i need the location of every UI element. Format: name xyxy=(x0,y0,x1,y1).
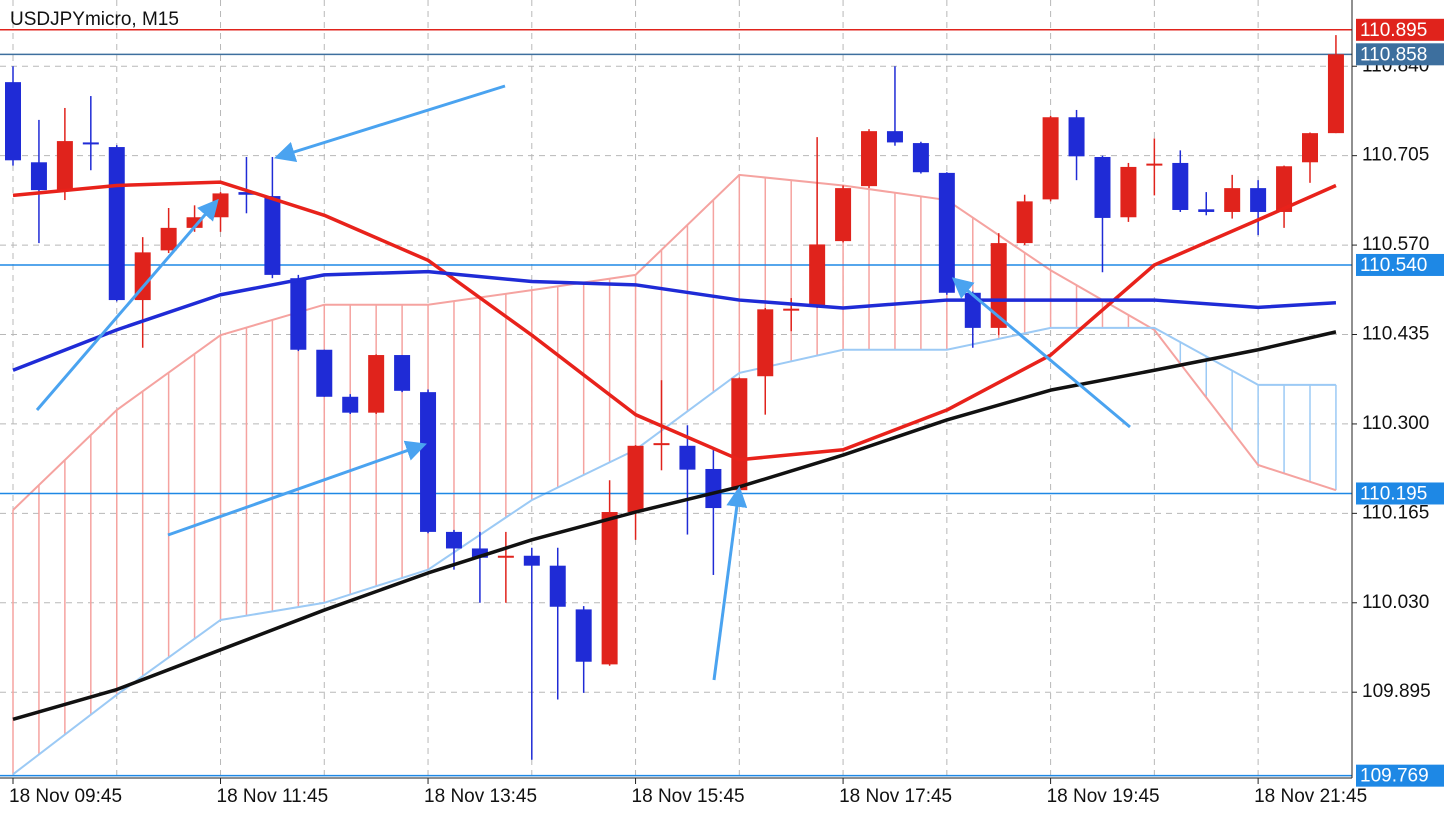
x-tick-label: 18 Nov 09:45 xyxy=(9,786,122,807)
candle-body xyxy=(783,308,800,311)
candle-body xyxy=(160,227,177,251)
cloud-span xyxy=(12,173,1337,511)
candle-body xyxy=(1302,133,1318,163)
candle-body xyxy=(134,252,151,301)
arrow xyxy=(273,84,506,163)
candle-body xyxy=(912,143,929,173)
candle-body xyxy=(1094,156,1111,218)
x-tick-label: 18 Nov 19:45 xyxy=(1047,786,1160,807)
cloud-span xyxy=(12,326,1336,776)
candle-body xyxy=(56,141,73,191)
candle-body xyxy=(938,172,955,293)
y-tick-label: 110.435 xyxy=(1362,324,1429,345)
candle-body xyxy=(731,378,748,491)
arrow xyxy=(712,485,748,681)
x-tick-label: 18 Nov 21:45 xyxy=(1254,786,1367,807)
candle-body xyxy=(1042,117,1059,200)
candle-body xyxy=(1276,166,1293,212)
candle-body xyxy=(575,609,592,662)
y-tick-label: 110.165 xyxy=(1362,502,1429,523)
candle-body xyxy=(1068,117,1085,157)
candle-body xyxy=(108,147,125,301)
candle-body xyxy=(30,162,47,191)
x-tick-label: 18 Nov 15:45 xyxy=(632,786,745,807)
y-tick-label: 110.705 xyxy=(1362,145,1429,166)
price-label: 110.195 xyxy=(1360,483,1427,504)
candle-body xyxy=(497,555,514,558)
price-label: 110.540 xyxy=(1360,255,1427,276)
price-label-box xyxy=(1356,253,1444,276)
candle-body xyxy=(809,244,826,307)
candle-body xyxy=(316,349,333,397)
moving-average xyxy=(12,269,1337,372)
y-tick-label: 109.895 xyxy=(1362,681,1431,702)
plot: 110.840110.705110.570110.435110.300110.1… xyxy=(0,0,1431,807)
candle-body xyxy=(394,355,411,391)
candle-body xyxy=(1120,166,1137,218)
candle-body xyxy=(238,192,255,195)
candle-body xyxy=(601,512,618,665)
price-label: 110.895 xyxy=(1360,20,1427,41)
candle-body xyxy=(368,355,385,413)
candle-body xyxy=(1224,188,1241,212)
candle-body xyxy=(861,131,878,187)
arrow xyxy=(951,277,1131,429)
candle-body xyxy=(82,142,99,145)
candle-body xyxy=(549,565,566,607)
candle-body xyxy=(1250,188,1267,212)
price-label-box xyxy=(1356,482,1444,505)
candle-body xyxy=(342,396,359,413)
candle-body xyxy=(1016,201,1033,244)
candle-body xyxy=(757,309,774,377)
candle-body xyxy=(679,445,696,470)
candle-body xyxy=(264,196,281,275)
candle-body xyxy=(1172,162,1189,210)
candle-body xyxy=(445,531,462,549)
arrows xyxy=(35,84,1131,681)
price-label-box xyxy=(1356,18,1444,41)
price-label-box xyxy=(1356,764,1444,787)
arrow xyxy=(35,198,219,411)
moving-average xyxy=(12,330,1337,722)
candle-body xyxy=(1146,163,1163,166)
candle-body xyxy=(523,555,540,566)
candle-body xyxy=(186,217,203,228)
candle-body xyxy=(835,188,852,242)
candle-body xyxy=(886,131,903,143)
y-tick-label: 110.570 xyxy=(1362,234,1429,255)
y-tick-label: 110.030 xyxy=(1362,592,1429,613)
candle-body xyxy=(290,278,307,350)
x-tick-label: 18 Nov 11:45 xyxy=(217,786,329,807)
chart-title: USDJPYmicro, M15 xyxy=(10,9,179,30)
x-tick-label: 18 Nov 13:45 xyxy=(424,786,537,807)
x-tick-label: 18 Nov 17:45 xyxy=(839,786,952,807)
candle-body xyxy=(705,468,722,509)
candle-body xyxy=(5,82,21,161)
moving-average xyxy=(12,180,1337,462)
candle-body xyxy=(471,548,488,558)
candle-body xyxy=(420,392,437,532)
candle-body xyxy=(653,443,670,446)
y-tick-label: 110.300 xyxy=(1362,413,1429,434)
arrow xyxy=(167,440,427,537)
price-label: 110.858 xyxy=(1360,44,1427,65)
candle-body xyxy=(990,243,1007,328)
candle-body xyxy=(1198,209,1215,212)
price-label-box xyxy=(1356,43,1444,66)
candle-body xyxy=(627,445,644,513)
price-label: 109.769 xyxy=(1360,766,1429,787)
candle-body xyxy=(1327,54,1344,134)
